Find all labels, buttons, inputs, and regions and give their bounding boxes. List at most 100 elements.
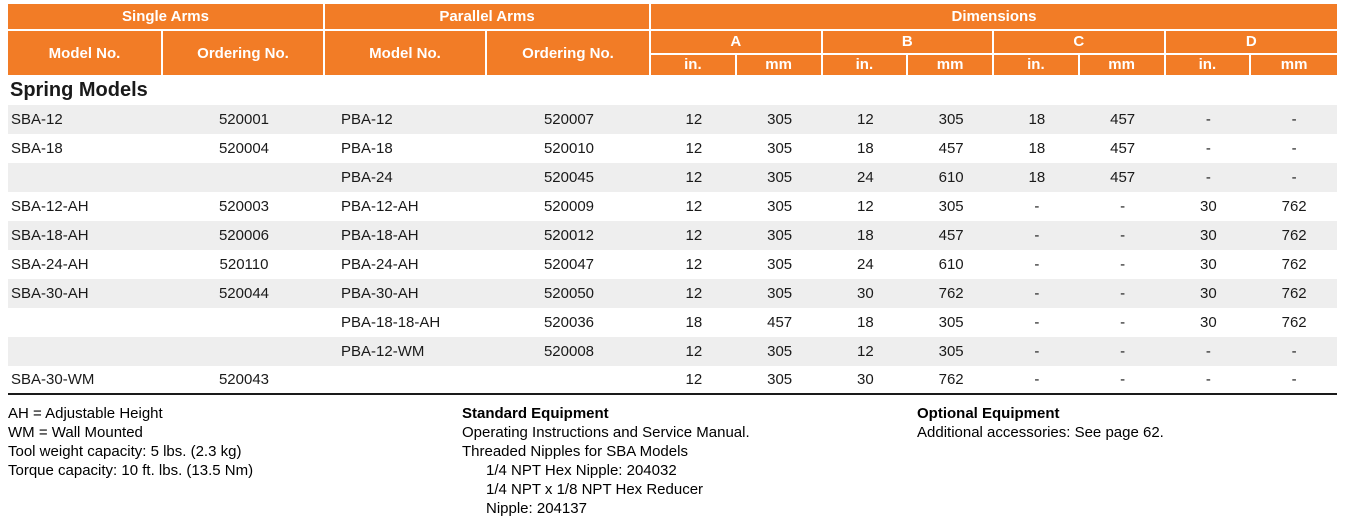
cell: 18 [857, 314, 874, 331]
cell: 762 [1281, 256, 1307, 273]
cell: 457 [1110, 140, 1136, 157]
table-row: SBA-12 520001 PBA-12 520007 12 305 12 305 18 457-… [8, 105, 1337, 134]
group-header-parallel-arms: Parallel Arms [325, 4, 651, 31]
cell: 18 [994, 105, 1080, 134]
col-header-parallel-ordering-no: Ordering No. [487, 31, 651, 75]
cell: 30 [1200, 314, 1217, 331]
cell: 12 [651, 337, 737, 366]
cell: - [1034, 198, 1040, 215]
cell [487, 366, 651, 395]
cell: PBA-24 [325, 163, 487, 192]
cell: - [1120, 314, 1126, 331]
cell: PBA-18-18-AH [341, 314, 441, 331]
cell: - [1165, 366, 1252, 395]
cell: SBA-24-AH [11, 256, 89, 273]
cell: - [994, 279, 1080, 308]
cell [163, 337, 325, 366]
cell [163, 163, 325, 192]
standard-equipment-notes: Standard Equipment Operating Instruction… [462, 404, 750, 518]
cell: 520047 [543, 256, 595, 273]
cell: 520012 [487, 221, 651, 250]
cell: 305 [938, 314, 964, 331]
cell: 12 [822, 105, 909, 134]
section-title: Spring Models [8, 75, 1337, 105]
cell [163, 308, 325, 337]
cell: 520007 [487, 105, 651, 134]
cell: 305 [736, 221, 823, 250]
cell: 18 [857, 140, 874, 157]
cell: SBA-12-AH [11, 198, 89, 215]
note-line: 1/4 NPT Hex Nipple: 204032 [486, 462, 677, 479]
cell: 12 [685, 198, 703, 215]
cell: 305 [736, 279, 823, 308]
cell: 305 [736, 337, 823, 366]
cell: 305 [908, 105, 994, 134]
arm-models-spec-table: Single Arms Parallel Arms Dimensions Mod… [8, 4, 1337, 395]
cell: 18 [1028, 140, 1046, 157]
cell: SBA-30-AH [8, 279, 163, 308]
note-line: Tool weight capacity: 5 lbs. (2.3 kg) [8, 443, 242, 460]
cell: - [1034, 314, 1040, 331]
cell: 30 [822, 279, 909, 308]
cell: SBA-18-AH [8, 221, 163, 250]
cell: 12 [685, 140, 703, 157]
table-row: PBA-18-18-AH 520036 18 457 18 305 - - 30 762 [8, 308, 1337, 337]
table-row: PBA-12-WM 520008 12 305 12 305- - - - [8, 337, 1337, 366]
table-row: SBA-18 520004 PBA-18 520010 12 305 18 457 18 457 -… [8, 134, 1337, 163]
cell: - [1251, 366, 1337, 395]
cell: - [1251, 337, 1337, 366]
table-header: Single Arms Parallel Arms Dimensions Mod… [8, 4, 1337, 75]
cell: - [1165, 163, 1252, 192]
unit-header-d-mm: mm [1251, 54, 1337, 75]
cell: 520008 [487, 337, 651, 366]
cell: 610 [908, 163, 994, 192]
unit-header-d-in: in. [1165, 54, 1252, 75]
table-row: SBA-18-AH 520006 PBA-18-AH 520012 12 305 18 457… [8, 221, 1337, 250]
cell: - [1251, 163, 1337, 192]
cell: - [1165, 105, 1252, 134]
cell: PBA-18 [341, 140, 393, 157]
cell: - [1251, 105, 1337, 134]
note-line: Nipple: 204137 [486, 500, 587, 517]
unit-header-c-in: in. [994, 54, 1080, 75]
unit-header-a-mm: mm [736, 54, 823, 75]
cell: PBA-24-AH [341, 256, 419, 273]
cell: PBA-12-WM [325, 337, 487, 366]
abbreviations-notes: AH = Adjustable Height WM = Wall Mounted… [8, 404, 253, 480]
cell: PBA-12-AH [341, 198, 419, 215]
cell: 12 [651, 279, 737, 308]
cell: 305 [767, 198, 793, 215]
cell: 762 [1251, 221, 1337, 250]
cell: 12 [857, 198, 874, 215]
cell: 520045 [487, 163, 651, 192]
cell: - [1079, 337, 1166, 366]
cell: 520036 [543, 314, 595, 331]
cell: 457 [908, 221, 994, 250]
cell: - [1079, 279, 1166, 308]
dim-header-c: C [994, 31, 1166, 55]
cell: SBA-30-WM [8, 366, 163, 395]
cell: 305 [767, 140, 793, 157]
standard-equipment-title: Standard Equipment [462, 405, 609, 422]
table-row: SBA-12-AH 520003 PBA-12-AH 520009 12 305 12 305… [8, 192, 1337, 221]
cell: 18 [994, 163, 1080, 192]
cell: - [1120, 256, 1126, 273]
cell: - [1120, 198, 1126, 215]
cell: - [1079, 366, 1166, 395]
cell: 520050 [487, 279, 651, 308]
cell: 457 [767, 314, 793, 331]
cell: 457 [1079, 105, 1166, 134]
section-row-spring-models: Spring Models [8, 75, 1337, 105]
cell: 520009 [543, 198, 595, 215]
cell: 520006 [163, 221, 325, 250]
col-header-single-model-no: Model No. [8, 31, 163, 75]
note-line: Additional accessories: See page 62. [917, 424, 1164, 441]
cell: - [1291, 140, 1297, 157]
cell: 30 [1165, 279, 1252, 308]
cell: - [994, 221, 1080, 250]
cell: 457 [938, 140, 964, 157]
cell: 762 [1251, 279, 1337, 308]
cell: 30 [1200, 198, 1217, 215]
cell: 12 [685, 256, 703, 273]
cell: - [994, 366, 1080, 395]
